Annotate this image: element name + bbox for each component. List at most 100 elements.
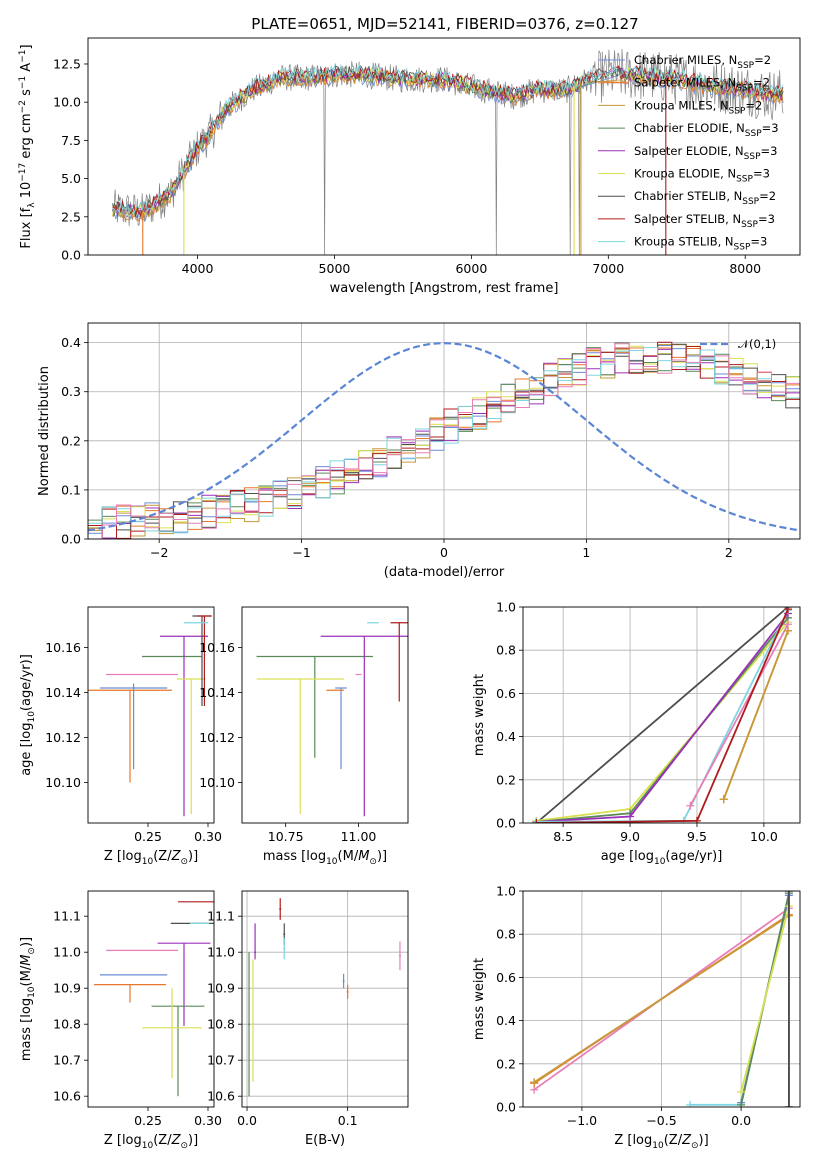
axes-age_vs_mass: 10.75 11.00 10.10 10.12 10.14 10.16 mass [log1… [199,606,409,867]
label-text: (age/yr)] [665,849,722,864]
errorbar-point [390,622,408,702]
label-sub: 10 [27,986,37,998]
label-sub: SSP [745,129,762,139]
label-sub: ⊙ [180,857,188,867]
legend-entry-label: Salpeter STELIB, NSSP​=3 [634,212,775,230]
label-text: Kroupa MILES, N [634,98,729,112]
label-text: =3 [758,212,775,226]
label-text: Kroupa STELIB, N [634,235,734,249]
y-axis-label: mass weight [472,674,487,756]
y-tick-label: 10.8 [207,1017,235,1032]
legend-entry-label: Kroupa ELODIE, NSSP​=3 [634,167,770,185]
label-text: (Z/ [153,1133,172,1148]
label-text: Z [ [104,849,122,864]
spectrum-legend: Chabrier MILES, NSSP​=2 Salpeter MILES, N… [598,53,779,253]
y-tick-label: 0.0 [496,816,516,831]
y-tick-label: 0.4 [496,729,516,744]
label-text: age [ [19,742,34,775]
x-tick-label: 0.0 [237,1113,257,1128]
x-axis-label: Z [log10​(Z/Z⊙​)] [104,1133,198,1151]
y-tick-label: 0.6 [496,686,516,701]
y-tick-label: 1.0 [496,884,516,899]
normal-reference-curve [88,342,800,532]
y-tick-label: 11.1 [207,909,235,924]
label-sup: −2 [18,100,28,113]
label-sub: ⊙ [691,1141,699,1151]
label-text: Chabrier STELIB, N [634,189,742,203]
label-text: log [306,849,326,864]
axes-age_vs_Z: 0.25 0.30 10.10 10.12 10.14 10.16 Z [log10​(Z/… [19,606,222,867]
errorbar-point [160,635,208,817]
plot-area-massweight_vs_Z [523,891,800,1107]
label-sup: −1 [18,76,28,89]
y-tick-label: 0.0 [496,1100,516,1115]
label-text: (M/ [19,965,34,986]
mass-weight-series [722,630,789,800]
x-tick-label: 10.0 [750,829,778,844]
x-tick-label: 4000 [182,261,214,276]
label-text: log [122,1133,142,1148]
axes-spectrum: 4000 5000 6000 7000 8000 0.0 2.5 5.0 7.5 10.0 12.5… [18,37,801,296]
x-tick-label: 8000 [729,261,761,276]
label-text: Z [ [104,1133,122,1148]
mass-weight-marker [737,1087,746,1096]
axes-frame-mass_vs_EBV [241,890,409,1108]
y-tick-label: 10.6 [53,1089,81,1104]
errorbar-point [335,687,347,769]
label-text: log [19,998,34,1018]
errorbar-point [100,683,168,769]
label-text: Kroupa ELODIE, N [634,167,736,181]
label-sub: 10 [654,857,666,867]
y-tick-label: 0.2 [496,772,516,787]
errorbar-point [176,678,206,814]
plot-area-mass_vs_Z [94,901,214,1097]
label-text: log [634,849,654,864]
errorbar-point [256,655,374,758]
y-tick-label: 10.7 [53,1053,81,1068]
label-text: Salpeter ELODIE, N [634,144,744,158]
y-tick-label: 10.10 [199,775,235,790]
y-tick-label: 10.6 [207,1089,235,1104]
label-text: )] [188,849,198,864]
label-text: Salpeter STELIB, N [634,212,741,226]
y-tick-label: 0.8 [496,643,516,658]
axes-frame-spectrum [87,37,801,256]
x-tick-label: −2 [150,545,168,560]
label-sub: SSP [741,220,758,230]
label-sub: SSP [742,197,759,207]
x-tick-label: −1.0 [567,1113,597,1128]
axes-frame-massweight_vs_age [522,606,801,824]
mass-weight-series [689,623,789,807]
y-tick-label: 11.0 [53,945,81,960]
y-tick-label: 10.8 [53,1017,81,1032]
x-tick-label: 5000 [319,261,351,276]
legend-entry-label: Chabrier STELIB, NSSP​=2 [634,189,776,207]
errorbar-point [151,1005,205,1097]
x-tick-label: 9.5 [687,829,707,844]
x-axis-label: age [log10​(age/yr)] [601,849,723,867]
label-sub: SSP [744,152,761,162]
spectrum-model-line [112,70,784,222]
legend-entry-label: Salpeter MILES, NSSP​=2 [634,76,770,94]
label-text: Z [171,849,182,864]
label-text: age [ [601,849,634,864]
x-tick-label: 0.30 [194,1113,222,1128]
y-tick-label: 10.14 [45,685,81,700]
errorbar-point [197,615,212,706]
y-tick-label: 0.4 [61,335,81,350]
label-sub: 10 [27,711,37,723]
y-tick-label: 7.5 [61,133,81,148]
label-text: f [19,207,34,212]
y-axis-label: mass [log10​(M/M⊙​)] [19,937,37,1061]
x-tick-label: 0.25 [134,829,162,844]
label-sub: SSP [736,84,753,94]
x-axis-label: mass [log10​(M/M⊙​)] [263,849,387,867]
mass-weight-series [535,607,789,823]
x-tick-label: −0.5 [646,1113,676,1128]
mass-weight-marker [686,801,695,810]
label-sub: ⊙ [369,857,377,867]
label-text: M [19,955,34,966]
y-tick-label: 0.3 [61,384,81,399]
y-tick-label: 11.1 [53,909,81,924]
mass-weight-marker [686,1100,695,1107]
